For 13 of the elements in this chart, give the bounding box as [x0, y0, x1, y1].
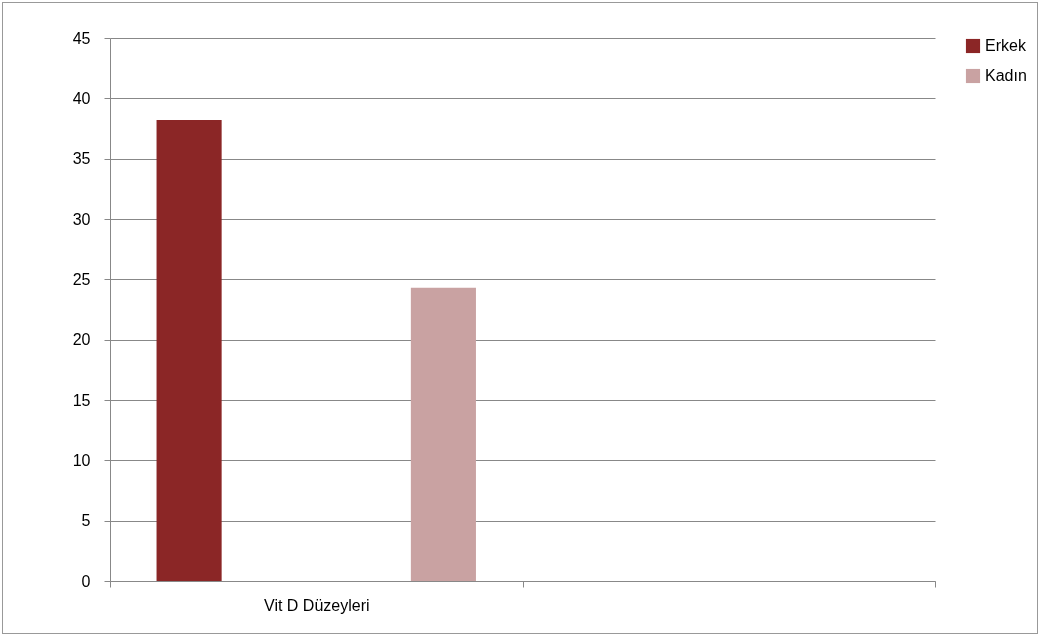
y-tick-label: 30 — [72, 210, 91, 228]
y-tick-label: 25 — [72, 270, 91, 288]
y-tick-label: 40 — [72, 89, 91, 107]
legend-label: Kadın — [985, 67, 1027, 84]
y-tick-label: 45 — [72, 29, 91, 47]
y-tick-label: 10 — [72, 451, 91, 469]
y-tick-label: 15 — [72, 391, 91, 409]
y-tick-label: 35 — [72, 150, 91, 168]
legend-label: Erkek — [985, 37, 1027, 54]
y-tick-label: 0 — [81, 572, 91, 590]
y-tick-label: 5 — [81, 512, 91, 530]
y-tick-label: 20 — [72, 331, 91, 349]
x-tick-label: Vit D Düzeyleri — [263, 596, 370, 614]
